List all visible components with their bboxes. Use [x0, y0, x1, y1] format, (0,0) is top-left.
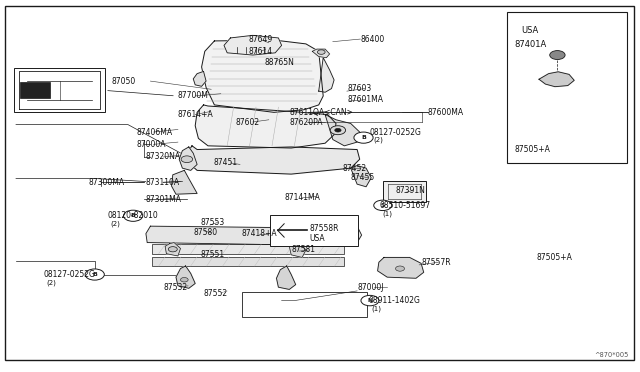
Text: 87451: 87451 [213, 158, 237, 167]
Text: 87557R: 87557R [421, 258, 451, 267]
Circle shape [330, 126, 346, 135]
Polygon shape [165, 243, 180, 256]
Text: 87401A: 87401A [515, 40, 547, 49]
Bar [242, 292, 367, 317]
Text: 08911-1402G: 08911-1402G [369, 296, 420, 305]
Text: 87505+A: 87505+A [515, 145, 550, 154]
Text: 87611QA<CAN>: 87611QA<CAN> [290, 108, 354, 117]
Text: 87418+A: 87418+A [242, 229, 278, 238]
Text: 87603: 87603 [348, 84, 372, 93]
Polygon shape [539, 72, 574, 87]
Text: 87532: 87532 [163, 283, 188, 292]
Text: 87000A: 87000A [136, 140, 166, 149]
Circle shape [124, 210, 143, 221]
Bar [507, 12, 627, 163]
Text: B: B [361, 135, 366, 140]
Polygon shape [351, 166, 371, 187]
Circle shape [374, 200, 392, 211]
Text: 87505+A: 87505+A [536, 253, 572, 262]
Text: (2): (2) [111, 221, 120, 227]
Text: 87320NA: 87320NA [146, 153, 181, 161]
Circle shape [396, 266, 404, 271]
Text: 87452: 87452 [342, 164, 367, 173]
Text: (1): (1) [371, 305, 381, 312]
Text: 08120-82010: 08120-82010 [108, 211, 158, 220]
Circle shape [354, 132, 373, 143]
Polygon shape [276, 266, 296, 289]
Text: 87301MA: 87301MA [146, 195, 182, 203]
Text: 87620PA: 87620PA [290, 118, 323, 126]
Polygon shape [378, 257, 424, 278]
Text: 87406MA: 87406MA [136, 128, 172, 137]
Polygon shape [176, 266, 195, 288]
Text: 87581: 87581 [291, 246, 315, 254]
Circle shape [85, 269, 104, 280]
Text: 08127-0252G: 08127-0252G [370, 128, 422, 137]
Text: 08510-51697: 08510-51697 [380, 201, 431, 210]
Polygon shape [202, 40, 323, 112]
Circle shape [168, 247, 177, 252]
Text: 87614: 87614 [248, 47, 273, 56]
Text: 87551: 87551 [200, 250, 225, 259]
Text: 87050: 87050 [112, 77, 136, 86]
Text: 87700M: 87700M [178, 92, 209, 100]
Polygon shape [319, 58, 334, 92]
Text: 08127-0252G: 08127-0252G [44, 270, 95, 279]
Bar [152, 244, 344, 254]
Text: N: N [367, 298, 372, 303]
Text: 87000J: 87000J [357, 283, 383, 292]
Text: 87300MA: 87300MA [88, 178, 124, 187]
Bar [14, 68, 105, 112]
Polygon shape [172, 170, 197, 194]
Bar [152, 257, 344, 266]
Polygon shape [187, 146, 360, 174]
Text: (2): (2) [373, 137, 383, 144]
Circle shape [181, 156, 193, 163]
Circle shape [180, 278, 188, 282]
Polygon shape [179, 147, 197, 170]
Text: (1): (1) [382, 210, 392, 217]
Polygon shape [325, 115, 360, 146]
Polygon shape [312, 49, 330, 58]
Text: B: B [92, 272, 97, 277]
Polygon shape [146, 226, 291, 245]
Text: 87455: 87455 [351, 173, 375, 182]
Polygon shape [291, 224, 362, 243]
Text: 87649: 87649 [248, 35, 273, 44]
Text: 87558R: 87558R [310, 224, 339, 233]
Text: USA: USA [521, 26, 538, 35]
Circle shape [335, 128, 341, 132]
Polygon shape [193, 71, 206, 86]
Text: 87391N: 87391N [396, 186, 426, 195]
Text: 87580: 87580 [194, 228, 218, 237]
Text: 88765N: 88765N [264, 58, 294, 67]
Text: 87552: 87552 [204, 289, 228, 298]
Text: 86400: 86400 [360, 35, 385, 44]
Polygon shape [289, 243, 306, 257]
Circle shape [550, 51, 565, 60]
Polygon shape [195, 105, 336, 148]
Text: (2): (2) [47, 279, 56, 286]
Text: ^870*005: ^870*005 [594, 352, 628, 358]
Bar [20, 83, 49, 98]
Circle shape [317, 50, 325, 54]
Text: B: B [131, 213, 136, 218]
Text: S: S [381, 203, 385, 208]
Text: 87553: 87553 [200, 218, 225, 227]
Text: 87602: 87602 [236, 118, 260, 126]
Text: 873110A: 873110A [146, 178, 180, 187]
Text: 87600MA: 87600MA [428, 108, 463, 117]
Bar [270, 215, 358, 246]
Polygon shape [224, 35, 282, 55]
Text: 87614+A: 87614+A [178, 110, 214, 119]
Text: 87141MA: 87141MA [285, 193, 321, 202]
Text: 87601MA: 87601MA [348, 95, 383, 104]
Text: USA: USA [310, 234, 325, 243]
Bar [383, 181, 426, 202]
Circle shape [361, 295, 379, 306]
